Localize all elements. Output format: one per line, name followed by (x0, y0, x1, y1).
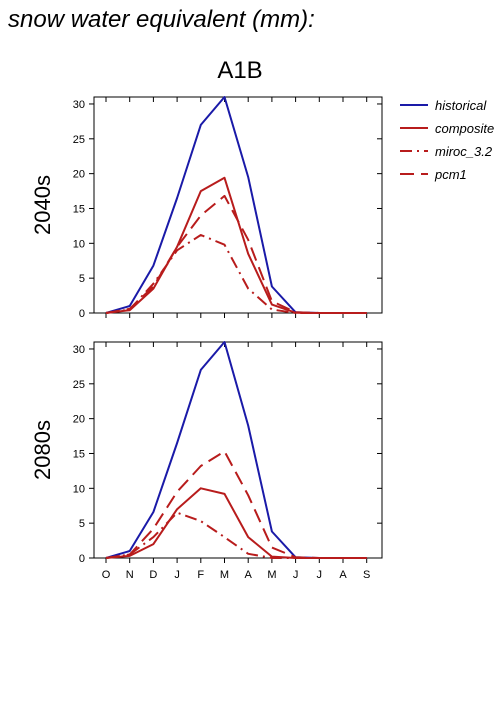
panel-label-2080s: 2080s (30, 420, 55, 480)
x-tick-label: J (293, 569, 299, 581)
x-tick-label: J (174, 569, 180, 581)
x-tick-label: O (102, 569, 111, 581)
series-line-pcm1-2080s (105, 450, 367, 559)
y-tick-label: 15 (73, 203, 85, 215)
y-tick-label: 20 (73, 414, 85, 426)
scenario-title: A1B (217, 57, 263, 84)
page-title: snow water equivalent (mm): (8, 6, 315, 33)
series-line-miroc_3.2-2080s (105, 511, 367, 559)
legend-label-pcm1: pcm1 (434, 167, 467, 182)
x-tick-label: M (220, 569, 229, 581)
x-tick-label: F (197, 569, 204, 581)
x-tick-label: A (339, 569, 347, 581)
series-line-pcm1-2040s (105, 194, 367, 314)
y-tick-label: 10 (73, 483, 85, 495)
series-line-miroc_3.2-2040s (105, 234, 367, 314)
series-line-historical-2080s (105, 341, 367, 559)
x-tick-label: M (267, 569, 276, 581)
x-tick-label: S (363, 569, 370, 581)
x-tick-label: D (149, 569, 157, 581)
y-tick-label: 5 (79, 518, 85, 530)
y-tick-label: 15 (73, 448, 85, 460)
x-tick-label: J (317, 569, 323, 581)
legend-label-composite: composite (435, 121, 494, 136)
legend-label-miroc_3.2: miroc_3.2 (435, 144, 493, 159)
x-tick-label: A (245, 569, 253, 581)
legend-label-historical: historical (435, 98, 487, 113)
y-tick-label: 20 (73, 169, 85, 181)
series-line-composite-2080s (105, 487, 367, 559)
y-tick-label: 0 (79, 553, 85, 565)
y-tick-label: 30 (73, 344, 85, 356)
y-tick-label: 25 (73, 134, 85, 146)
y-tick-label: 0 (79, 308, 85, 320)
x-tick-label: N (126, 569, 134, 581)
y-tick-label: 30 (73, 99, 85, 111)
y-tick-label: 25 (73, 379, 85, 391)
y-tick-label: 5 (79, 273, 85, 285)
plot-frame-2080s (93, 341, 383, 559)
series-line-composite-2040s (105, 176, 367, 314)
panel-label-2040s: 2040s (30, 175, 55, 235)
series-line-historical-2040s (105, 96, 367, 314)
y-tick-label: 10 (73, 238, 85, 250)
plot-frame-2040s (93, 96, 383, 314)
